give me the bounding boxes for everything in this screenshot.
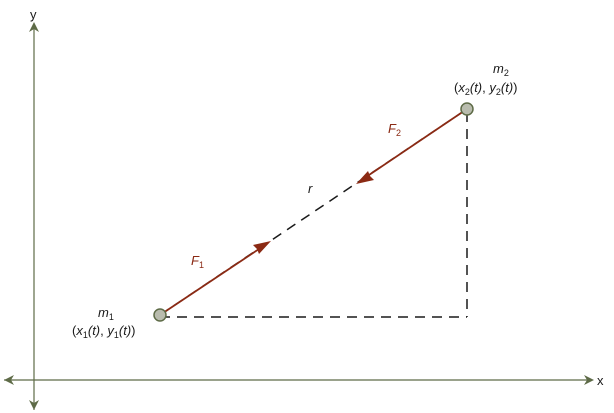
m2-name-label: m2 xyxy=(493,61,509,78)
force-f2-shaft xyxy=(365,108,468,178)
x-axis-label: x xyxy=(597,373,604,388)
y-axis-bottom-arrow xyxy=(29,400,39,410)
force-f1-shaft xyxy=(159,246,263,316)
distance-label: r xyxy=(308,181,313,196)
m1-coordinates-label: (x1(t), y1(t)) xyxy=(72,323,136,340)
m2-coordinates-label: (x2(t), y2(t)) xyxy=(454,80,518,97)
body-m2 xyxy=(460,102,474,116)
force-f2-label: F2 xyxy=(388,121,401,138)
force-f1-label: F1 xyxy=(191,253,204,270)
body-m1 xyxy=(153,308,167,322)
force-f1-arrowhead xyxy=(253,241,271,254)
force-f2-arrowhead xyxy=(356,171,374,184)
y-axis-label: y xyxy=(30,7,37,22)
m1-name-label: m1 xyxy=(98,305,114,322)
x-axis-left-arrow xyxy=(4,375,14,385)
